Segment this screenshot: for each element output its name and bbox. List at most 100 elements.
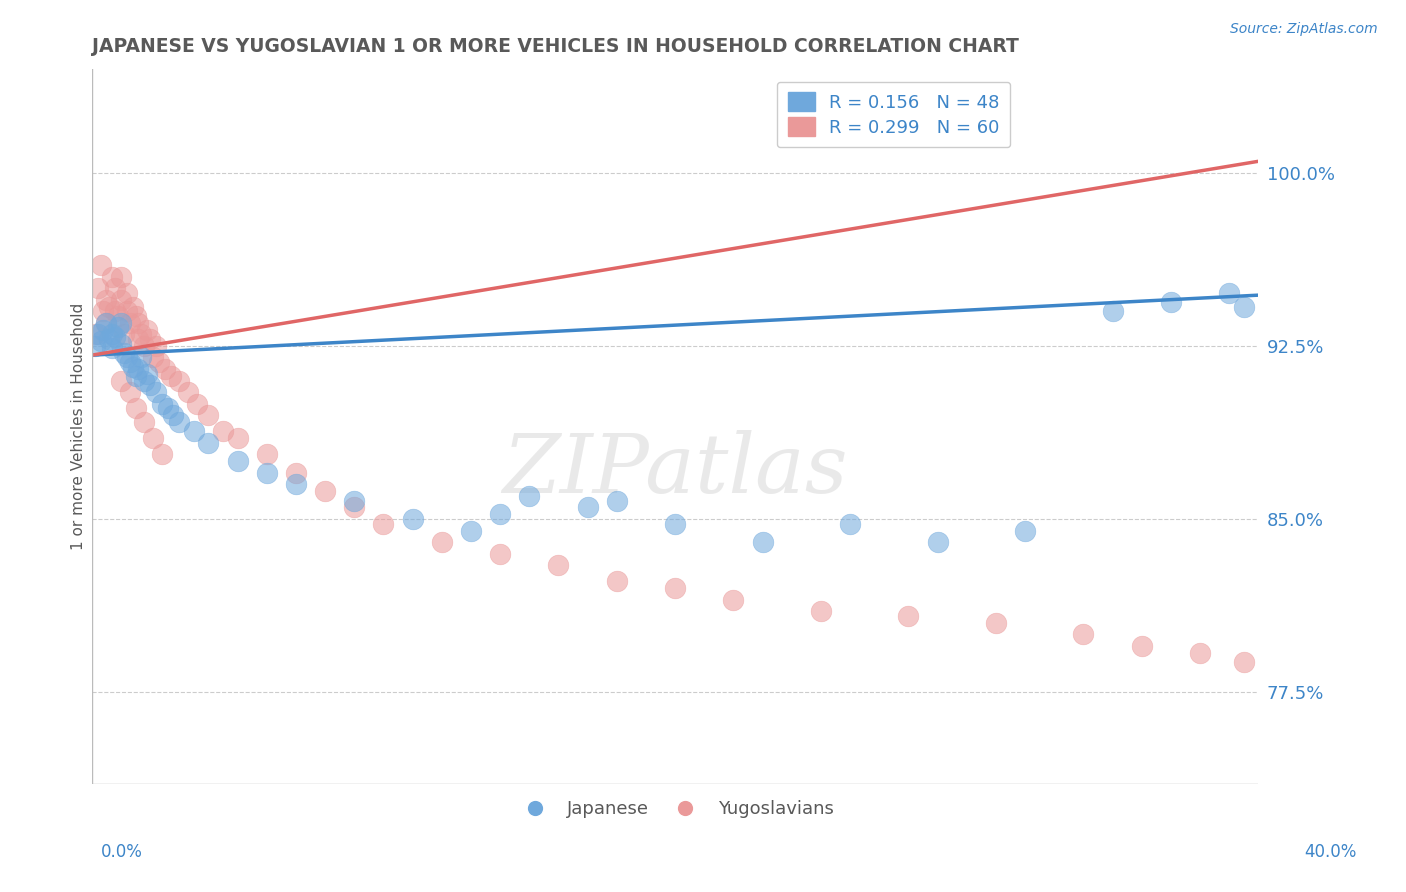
Point [212,425,235,439]
Point [177,385,200,400]
Point [134,339,156,353]
Text: Source: ZipAtlas.com: Source: ZipAtlas.com [1230,22,1378,37]
Point [115,351,138,365]
Point [93,323,115,337]
Point [489,508,512,522]
Text: 0.0%: 0.0% [101,843,143,861]
Point [118,355,141,369]
Point [159,368,181,383]
Point [110,293,132,307]
Point [984,615,1007,630]
Point [104,304,127,318]
Point [107,309,129,323]
Point [136,367,159,381]
Point [124,401,146,416]
Point [121,300,143,314]
Point [90,258,112,272]
Point [1160,295,1182,310]
Point [83,327,105,342]
Point [127,332,149,346]
Point [839,516,862,531]
Point [124,309,146,323]
Point [134,374,156,388]
Point [86,327,108,342]
Point [101,269,124,284]
Point [256,466,278,480]
Point [83,339,105,353]
Point [136,323,159,337]
Text: ZIPatlas: ZIPatlas [502,430,848,509]
Point [576,500,599,515]
Point [124,368,146,383]
Point [1101,304,1123,318]
Point [112,327,135,342]
Point [723,592,745,607]
Y-axis label: 1 or more Vehicles in Household: 1 or more Vehicles in Household [72,303,86,550]
Point [156,401,179,416]
Point [96,293,118,307]
Point [256,447,278,461]
Point [115,304,138,318]
Point [86,281,108,295]
Point [373,516,395,531]
Point [547,558,569,573]
Point [343,500,366,515]
Point [104,281,127,295]
Point [927,535,949,549]
Point [1218,285,1240,300]
Legend: Japanese, Yugoslavians: Japanese, Yugoslavians [509,793,841,825]
Text: JAPANESE VS YUGOSLAVIAN 1 OR MORE VEHICLES IN HOUSEHOLD CORRELATION CHART: JAPANESE VS YUGOSLAVIAN 1 OR MORE VEHICL… [91,37,1019,56]
Text: 40.0%: 40.0% [1305,843,1357,861]
Point [139,378,162,392]
Point [153,362,176,376]
Point [430,535,453,549]
Point [162,408,184,422]
Point [142,431,165,445]
Point [606,493,628,508]
Point [98,332,121,346]
Point [186,396,208,410]
Point [169,374,191,388]
Point [118,385,141,400]
Point [139,332,162,346]
Point [226,454,249,468]
Point [134,415,156,429]
Point [96,316,118,330]
Point [96,316,118,330]
Point [197,435,219,450]
Point [460,524,482,538]
Point [1014,524,1036,538]
Point [314,484,336,499]
Point [897,609,920,624]
Point [131,327,153,342]
Point [751,535,773,549]
Point [183,425,205,439]
Point [110,336,132,351]
Point [112,346,135,360]
Point [664,516,686,531]
Point [150,447,173,461]
Point [115,285,138,300]
Point [101,341,124,355]
Point [197,408,219,422]
Point [145,339,167,353]
Point [343,493,366,508]
Point [107,320,129,334]
Point [1189,646,1212,660]
Point [110,269,132,284]
Point [148,355,170,369]
Point [150,396,173,410]
Point [517,489,540,503]
Point [127,316,149,330]
Point [93,304,115,318]
Point [226,431,249,445]
Point [110,316,132,330]
Point [1130,639,1153,653]
Point [145,385,167,400]
Point [121,359,143,374]
Point [1233,300,1256,314]
Point [664,581,686,595]
Point [118,316,141,330]
Point [401,512,423,526]
Point [104,329,127,343]
